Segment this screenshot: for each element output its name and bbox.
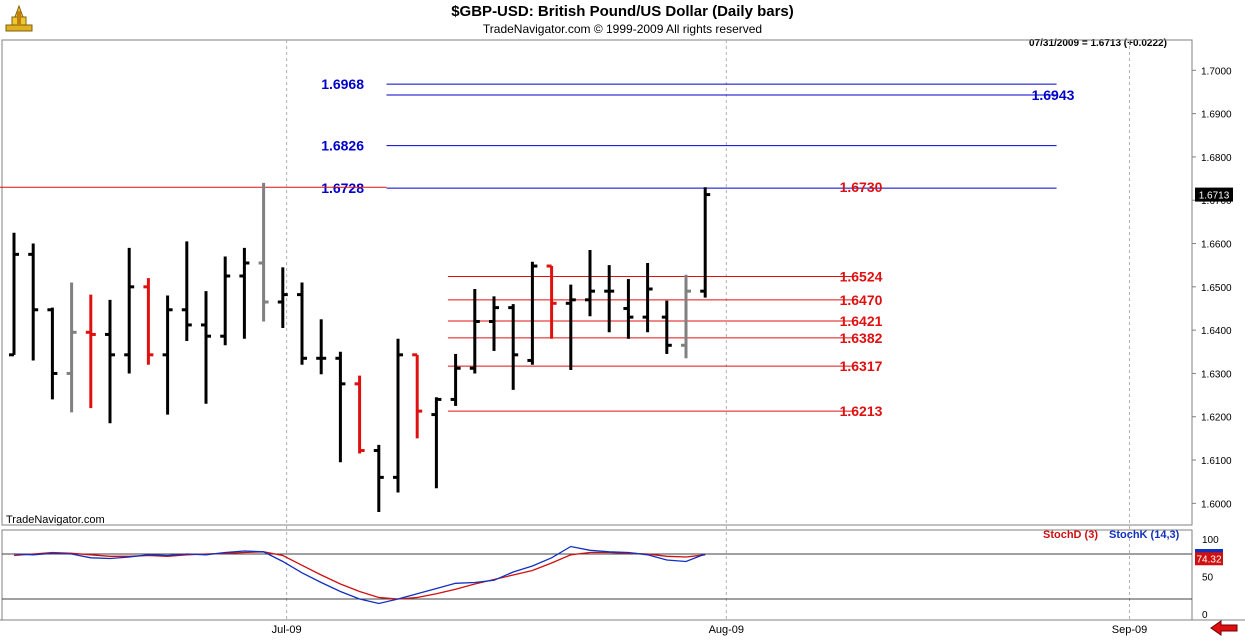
y-tick-label: 1.7000 [1201,66,1232,77]
level-label: 1.6728 [321,180,364,196]
price-status: 07/31/2009 = 1.6713 (+0.0222) [1029,38,1167,49]
stoch-panel-frame [1,529,1193,621]
level-label: 1.6943 [1032,87,1075,103]
level-label: 1.6382 [840,330,883,346]
stochk-last-marker [1195,549,1223,555]
legend-stochd: StochD (3) [1043,529,1098,541]
stochd-last-box [1195,552,1223,566]
level-label: 1.6213 [840,403,883,419]
y-tick-label: 1.6900 [1201,110,1232,121]
y-tick-label: 1.6400 [1201,326,1232,337]
stochk-line [13,545,706,605]
level-label: 1.6470 [840,292,883,308]
y-tick-label: 1.6500 [1201,283,1232,294]
y-tick-label: 1.6200 [1201,413,1232,424]
y-tick-label: 1.6700 [1201,196,1232,207]
y-tick-label: 1.6600 [1201,240,1232,251]
scroll-left-arrow-icon[interactable] [1209,620,1239,636]
x-tick-label: Jul-09 [272,624,302,636]
y-tick-label: 1.6300 [1201,369,1232,380]
level-label: 1.6730 [840,179,883,195]
watermark: TradeNavigator.com [6,514,105,526]
legend-stochk: StochK (14,3) [1109,529,1180,541]
stoch-y-tick-label: 100 [1202,535,1219,546]
stochd-last-label: 74.32 [1196,554,1221,565]
y-tick-label: 1.6100 [1201,456,1232,467]
x-tick-label: Aug-09 [709,624,744,636]
x-tick-label: Sep-09 [1112,624,1147,636]
level-label: 1.6968 [321,76,364,92]
stoch-y-tick-label: 50 [1202,573,1214,584]
last-price-label: 1.6713 [1199,191,1230,202]
stochd-line [13,551,706,600]
y-tick-label: 1.6800 [1201,153,1232,164]
trade-navigator-logo-icon [4,4,34,33]
stoch-y-tick-label: 0 [1202,610,1208,621]
y-tick-label: 1.6000 [1201,499,1232,510]
chart-subtitle: TradeNavigator.com © 1999-2009 All right… [482,22,763,36]
last-price-box [1195,187,1233,202]
level-label: 1.6317 [840,358,883,374]
level-label: 1.6826 [321,138,364,154]
level-label: 1.6524 [840,268,883,284]
price-panel-frame [1,39,1193,526]
chart-title: $GBP-USD: British Pound/US Dollar (Daily… [451,3,794,20]
level-label: 1.6421 [840,313,883,329]
